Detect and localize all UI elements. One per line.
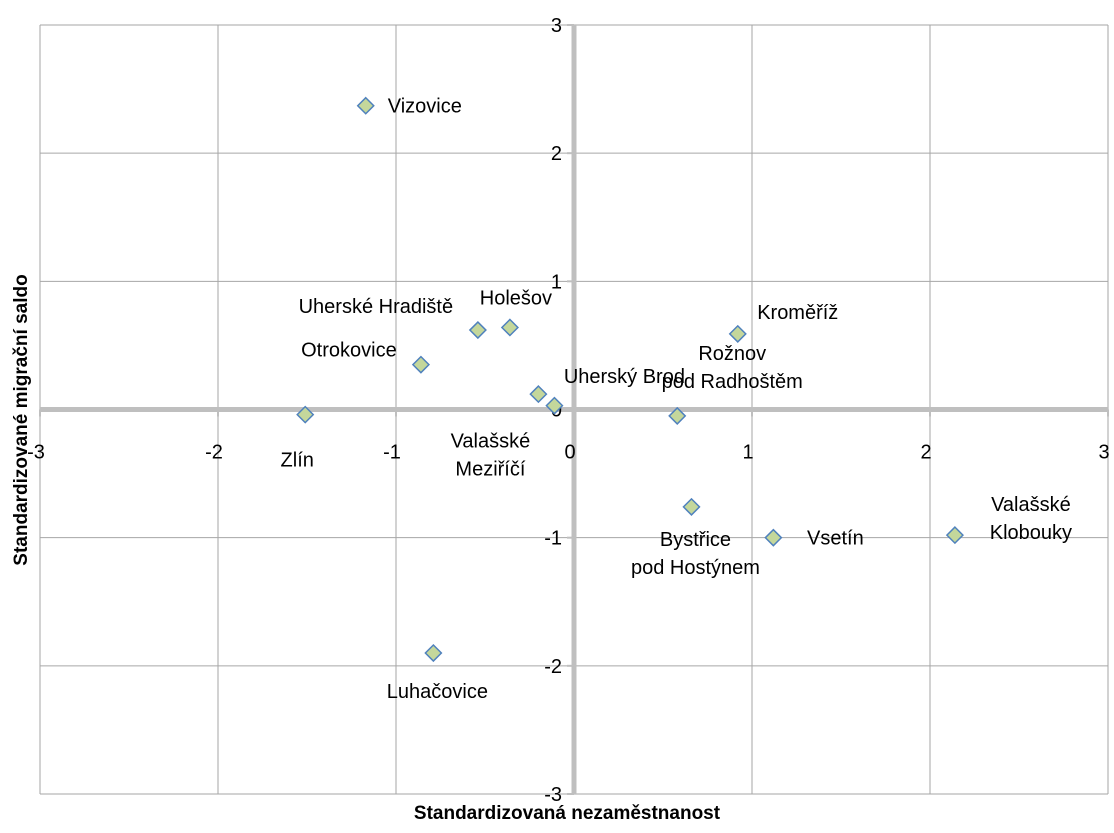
data-point-marker xyxy=(682,497,701,516)
y-tick-label: 1 xyxy=(551,271,562,293)
data-point-marker xyxy=(411,355,430,374)
y-axis-title: Standardizované migrační saldo xyxy=(11,274,32,565)
data-point-label: Vizovice xyxy=(388,96,462,118)
data-point-marker xyxy=(529,385,548,404)
data-point-marker xyxy=(500,318,519,337)
data-point-label-line: pod Radhoštěm xyxy=(662,371,803,393)
data-point-marker xyxy=(945,526,964,545)
x-tick-label: -2 xyxy=(205,442,223,464)
data-point-marker xyxy=(424,643,443,663)
data-point-marker xyxy=(468,320,487,340)
x-tick-label: -3 xyxy=(27,442,45,464)
data-point-marker xyxy=(668,406,687,425)
data-point-label: Vsetín xyxy=(807,528,864,550)
data-point-label-line: Valašské xyxy=(451,431,531,453)
data-point-label-line: Klobouky xyxy=(990,522,1072,544)
y-tick-label: -2 xyxy=(544,656,562,678)
data-point-label: Valašské Klobouky xyxy=(990,494,1072,544)
y-tick-label: 2 xyxy=(551,143,562,165)
x-tick-label: 3 xyxy=(1098,442,1109,464)
data-point-label: Bystřice pod Hostýnem xyxy=(631,529,760,579)
x-tick-label: 2 xyxy=(920,442,931,464)
data-point-label: Uherský Brod xyxy=(564,366,685,388)
data-point-marker xyxy=(296,405,315,424)
x-tick-label: -1 xyxy=(383,442,401,464)
y-tick-label: -1 xyxy=(544,528,562,550)
x-axis-title: Standardizovaná nezaměstnanost xyxy=(414,803,721,824)
data-point-marker xyxy=(356,96,375,115)
y-tick-label: -3 xyxy=(544,784,562,806)
data-point-label: Otrokovice xyxy=(301,340,397,362)
x-tick-label: 0 xyxy=(564,442,575,464)
data-point-label: Kroměříž xyxy=(757,302,838,324)
point-labels: Vizovice Holešov Uherské Hradiště Otrokovic… xyxy=(281,96,1073,703)
data-point-marker xyxy=(764,528,783,547)
x-tick-label: 1 xyxy=(742,442,753,464)
data-point-label: Valašské Meziříčí xyxy=(451,431,531,481)
data-point-label: Uherské Hradiště xyxy=(299,296,454,318)
data-point-marker xyxy=(545,396,564,415)
data-points xyxy=(296,96,964,663)
data-point-marker xyxy=(728,324,747,343)
data-point-label-line: Bystřice xyxy=(660,529,731,551)
data-point-label: Holešov xyxy=(480,287,552,309)
data-point-label: Rožnov pod Radhoštěm xyxy=(662,343,803,393)
data-point-label-line: Meziříčí xyxy=(455,459,525,481)
data-point-label: Luhačovice xyxy=(387,681,488,703)
data-point-label: Zlín xyxy=(281,450,314,472)
axes xyxy=(39,24,1109,795)
y-tick-label: 3 xyxy=(551,15,562,37)
data-point-label-line: Valašské xyxy=(991,494,1071,516)
data-point-label-line: pod Hostýnem xyxy=(631,557,760,579)
data-point-label-line: Rožnov xyxy=(698,343,766,365)
